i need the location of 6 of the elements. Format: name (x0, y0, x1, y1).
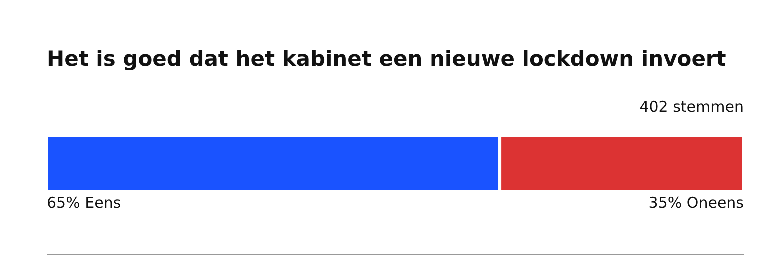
chart-title: Het is goed dat het kabinet een nieuwe lockdown invoert (47, 47, 726, 71)
series-label: Eens (85, 194, 122, 212)
data-label: 65% (47, 194, 80, 212)
series-label: Oneens (686, 194, 744, 212)
data-label: 35% (648, 194, 682, 212)
text: 402 stemmen (640, 98, 744, 116)
